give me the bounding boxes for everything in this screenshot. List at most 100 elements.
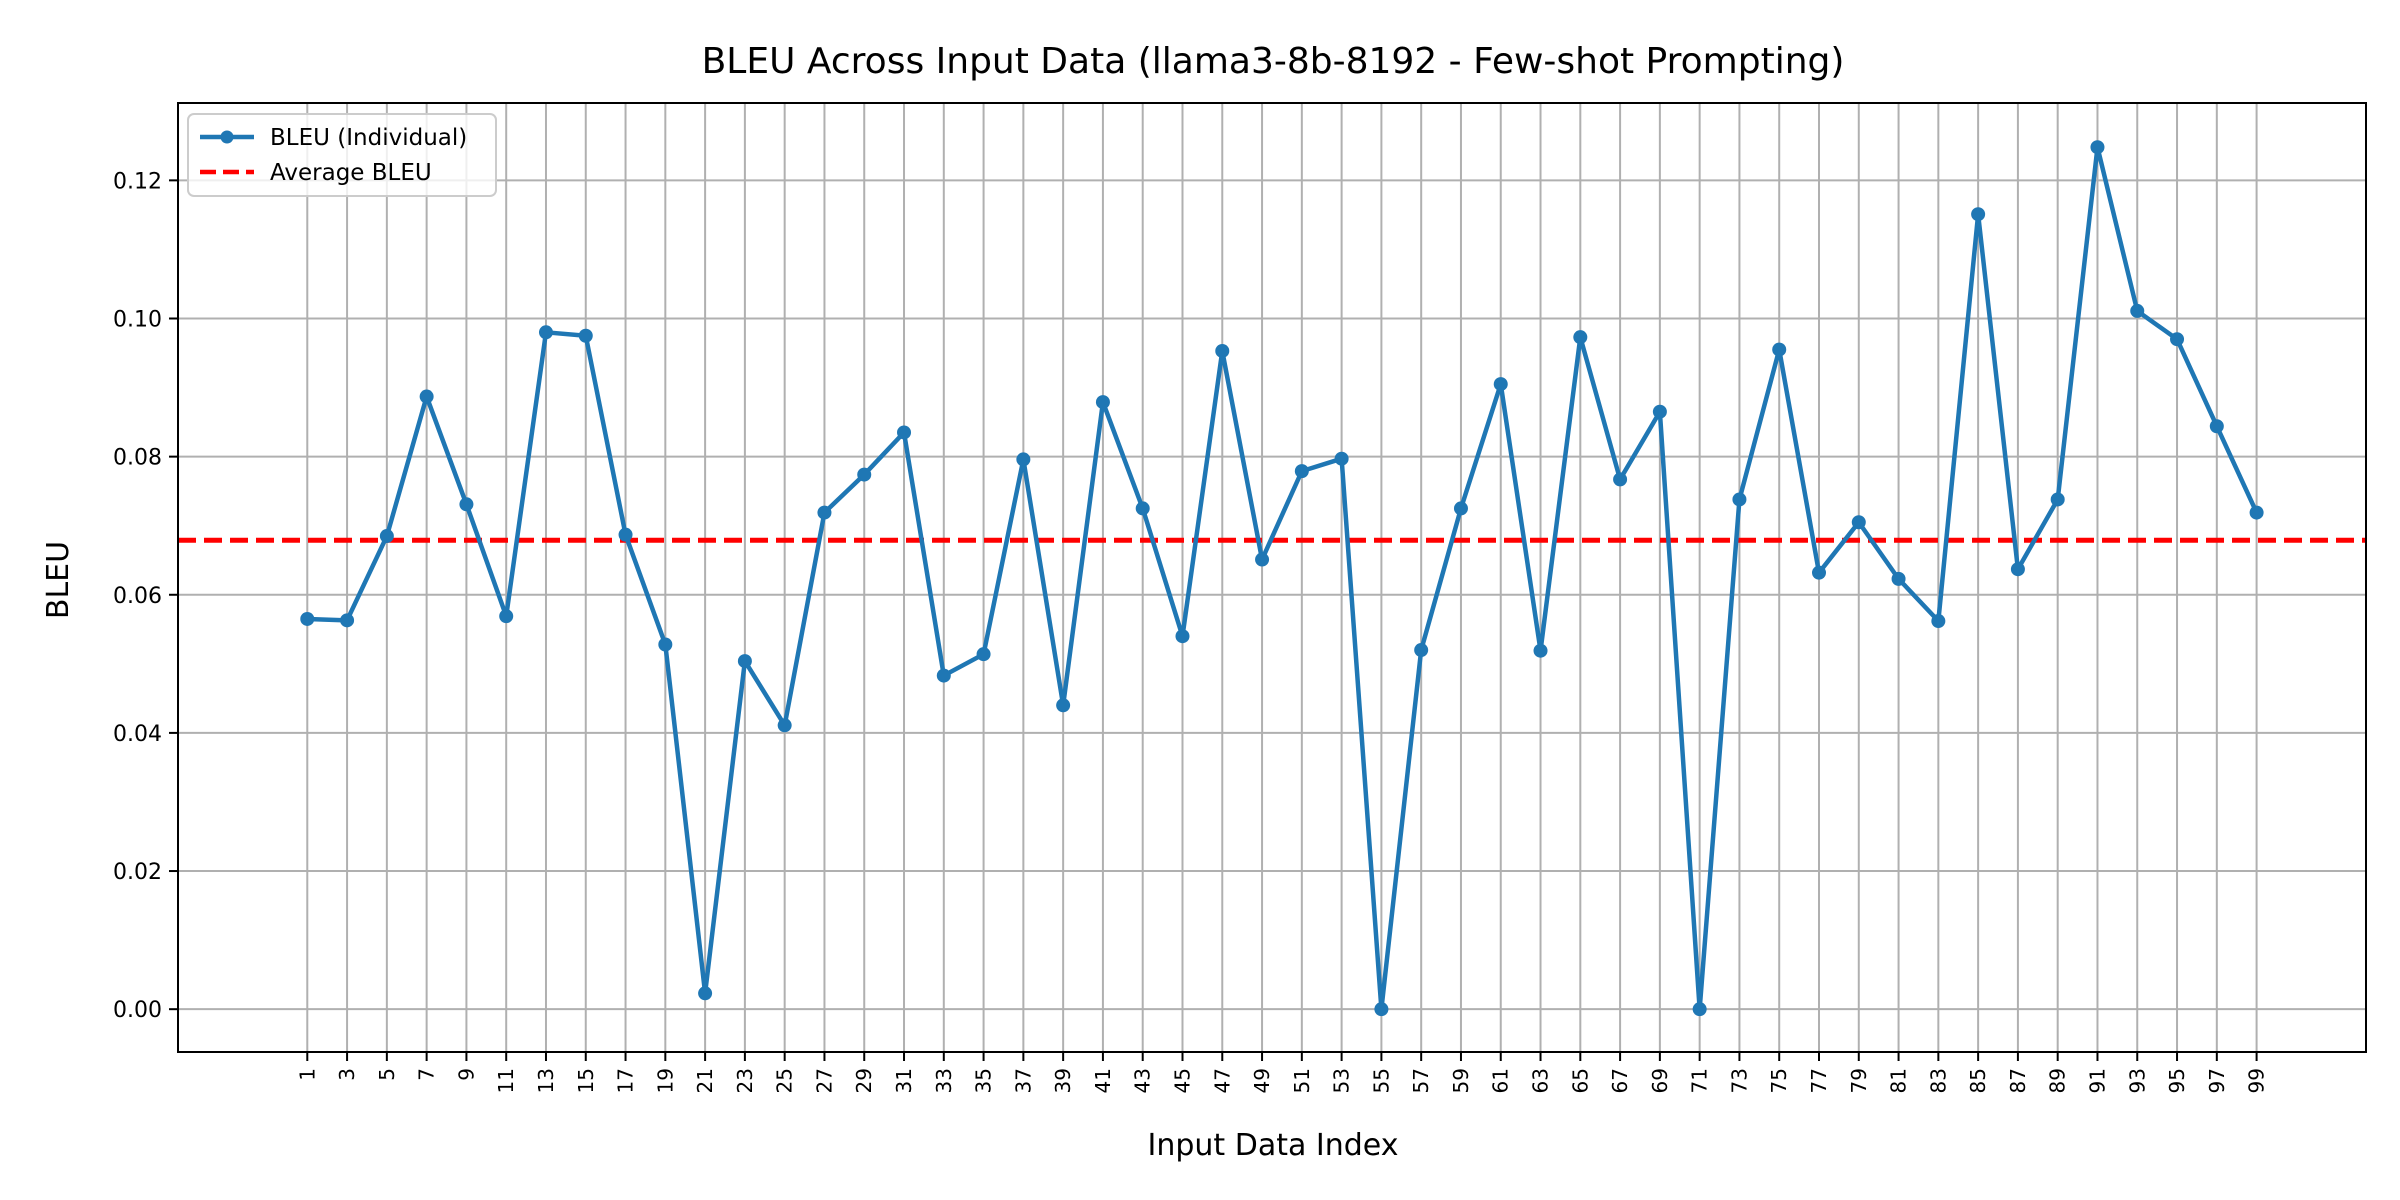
x-tick-label: 47	[1210, 1068, 1234, 1093]
y-tick-label: 0.00	[113, 998, 162, 1023]
x-tick-label: 29	[852, 1068, 876, 1093]
x-tick-label: 49	[1250, 1068, 1274, 1093]
data-point	[1812, 565, 1826, 580]
data-point	[459, 497, 474, 512]
data-point	[897, 425, 912, 440]
data-point	[936, 668, 951, 683]
x-tick-label: 27	[812, 1068, 836, 1093]
data-point	[2209, 419, 2224, 434]
x-tick-label: 75	[1767, 1068, 1791, 1093]
y-tick-label: 0.12	[113, 169, 162, 194]
x-tick-label: 43	[1131, 1068, 1155, 1093]
data-point	[1255, 552, 1270, 567]
x-tick-label: 77	[1807, 1068, 1831, 1093]
data-point	[1652, 404, 1667, 419]
data-point	[1772, 342, 1787, 357]
x-tick-label: 73	[1727, 1068, 1751, 1093]
x-tick-label: 7	[415, 1068, 439, 1081]
data-point	[419, 389, 434, 404]
data-point	[578, 328, 593, 343]
data-point	[777, 718, 792, 733]
data-point	[1613, 472, 1628, 487]
data-point	[340, 613, 355, 628]
data-point	[499, 609, 514, 624]
data-point	[1732, 492, 1747, 507]
data-point	[1891, 571, 1906, 586]
data-point	[538, 325, 553, 340]
data-point	[698, 986, 713, 1001]
series-layer	[300, 140, 2264, 1017]
x-tick-label: 51	[1290, 1068, 1314, 1093]
data-point	[1493, 377, 1508, 392]
legend-label-average-bleu: Average BLEU	[270, 160, 432, 186]
legend-label-bleu-individual: BLEU (Individual)	[270, 125, 467, 151]
x-tick-label: 89	[2046, 1068, 2070, 1093]
data-point	[1095, 395, 1110, 410]
y-tick-label: 0.02	[113, 860, 162, 885]
x-tick-label: 81	[1887, 1068, 1911, 1093]
chart-title: BLEU Across Input Data (llama3-8b-8192 -…	[702, 41, 1845, 82]
x-tick-label: 17	[614, 1068, 638, 1093]
legend-box	[187, 113, 497, 197]
x-tick-label: 33	[932, 1068, 956, 1093]
data-point	[379, 529, 394, 544]
data-point	[1215, 343, 1230, 358]
data-point	[976, 647, 991, 662]
x-tick-label: 31	[892, 1068, 916, 1093]
data-point	[658, 637, 673, 652]
x-tick-label: 71	[1688, 1068, 1712, 1093]
data-point	[1056, 698, 1071, 713]
x-tick-label: 3	[335, 1068, 359, 1081]
x-tick-label: 83	[1926, 1068, 1950, 1093]
data-point	[1135, 501, 1150, 516]
x-tick-label: 37	[1011, 1068, 1035, 1093]
data-point	[2170, 332, 2185, 347]
x-tick-label: 1	[295, 1068, 319, 1081]
x-tick-label: 65	[1568, 1068, 1592, 1093]
legend: BLEU (Individual) Average BLEU	[187, 113, 497, 197]
x-tick-label: 5	[375, 1068, 399, 1081]
data-point	[737, 654, 752, 669]
x-tick-label: 67	[1608, 1068, 1632, 1093]
x-tick-label: 35	[972, 1068, 996, 1093]
y-axis-label: BLEU	[41, 541, 76, 619]
data-point	[2090, 140, 2105, 155]
x-tick-label: 15	[574, 1068, 598, 1093]
data-point	[817, 505, 832, 520]
data-point	[618, 527, 633, 542]
x-tick-label: 69	[1648, 1068, 1672, 1093]
x-tick-label: 87	[2006, 1068, 2030, 1093]
x-tick-label: 13	[534, 1068, 558, 1093]
data-point	[1971, 207, 1986, 222]
x-tick-label: 21	[693, 1068, 717, 1093]
data-point	[1016, 452, 1031, 467]
x-axis-label: Input Data Index	[1148, 1128, 1399, 1163]
y-tick-label: 0.04	[113, 722, 162, 747]
x-tick-label: 79	[1847, 1068, 1871, 1093]
data-point	[1931, 614, 1946, 629]
data-point	[2050, 492, 2065, 507]
data-point	[1692, 1002, 1707, 1017]
axes-frame	[177, 102, 2367, 1053]
x-tick-label: 9	[454, 1068, 478, 1081]
data-point	[2130, 303, 2145, 318]
x-tick-label: 59	[1449, 1068, 1473, 1093]
data-point	[1533, 643, 1548, 658]
data-point	[1414, 643, 1429, 658]
grid-layer	[178, 103, 2366, 1052]
x-tick-label: 63	[1529, 1068, 1553, 1093]
tick-layer: 1 3 5 7 9 11 13 15 17 19 21 23 25 27 29 31 33 35 37 39 41 43 4…	[113, 169, 2269, 1093]
data-point	[300, 611, 315, 626]
data-point	[2010, 562, 2025, 577]
x-tick-label: 91	[2085, 1068, 2109, 1093]
data-point	[1294, 464, 1309, 479]
legend-marker-bleu-individual	[220, 130, 234, 144]
x-tick-label: 53	[1330, 1068, 1354, 1093]
x-tick-label: 95	[2165, 1068, 2189, 1093]
x-tick-label: 85	[1966, 1068, 1990, 1093]
x-tick-label: 61	[1489, 1068, 1513, 1093]
series-line-bleu-individual	[305, 144, 2259, 1012]
y-tick-label: 0.08	[113, 446, 162, 471]
